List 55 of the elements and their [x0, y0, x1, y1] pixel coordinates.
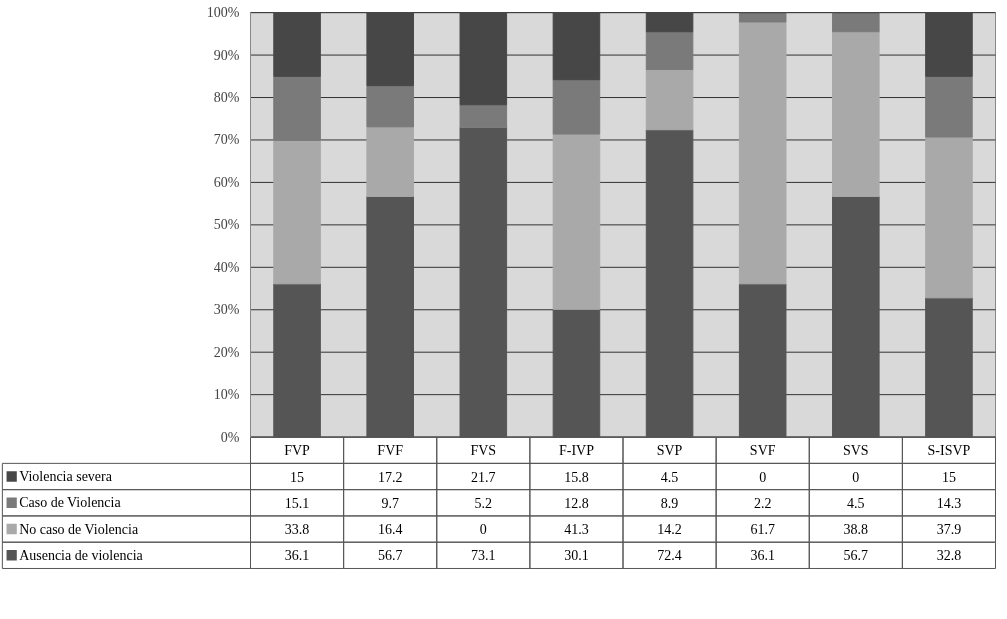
y-tick-label: 50% — [213, 217, 240, 233]
data-label: 8.9 — [660, 495, 679, 511]
x-tick-label: SVS — [842, 442, 869, 458]
y-tick-label: 100% — [206, 5, 240, 21]
data-label: 15.1 — [284, 495, 310, 511]
data-label: 17.2 — [377, 469, 403, 485]
data-label: 4.5 — [847, 495, 865, 511]
data-label: 38.8 — [843, 522, 869, 538]
data-label: 9.7 — [381, 495, 399, 511]
x-tick-label: FVS — [470, 442, 497, 458]
y-tick-label: 10% — [213, 387, 240, 403]
data-label: 0 — [479, 522, 487, 538]
data-label: 14.2 — [657, 522, 682, 538]
y-tick-label: 60% — [213, 174, 240, 190]
data-label: 2.2 — [753, 495, 772, 511]
x-tick-label: F-IVP — [558, 442, 595, 458]
data-label: 36.1 — [284, 548, 310, 564]
data-label: 15 — [941, 469, 956, 485]
legend-label: No caso de Violencia — [19, 521, 139, 537]
data-label: 33.8 — [284, 522, 310, 538]
y-tick-label: 40% — [213, 259, 240, 275]
data-label: 72.4 — [657, 548, 682, 564]
x-tick-label: FVF — [377, 442, 404, 458]
y-tick-label: 70% — [213, 132, 240, 148]
data-label: 21.7 — [471, 469, 496, 485]
x-tick-label: SVF — [749, 442, 776, 458]
data-label: 56.7 — [843, 548, 869, 564]
y-tick-label: 80% — [213, 90, 240, 106]
data-label: 61.7 — [750, 522, 775, 538]
y-tick-label: 30% — [213, 302, 240, 318]
y-tick-label: 0% — [220, 429, 240, 445]
y-tick-label: 20% — [213, 344, 240, 360]
legend-label: Caso de Violencia — [19, 495, 122, 511]
data-label: 37.9 — [936, 522, 962, 538]
data-label: 41.3 — [564, 522, 589, 538]
data-label: 0 — [852, 469, 860, 485]
x-tick-label: FVP — [284, 442, 311, 458]
data-label: 36.1 — [750, 548, 775, 564]
data-label: 5.2 — [474, 495, 493, 511]
legend-label: Ausencia de violencia — [19, 547, 144, 563]
x-tick-label: SVP — [656, 442, 683, 458]
data-label: 15.8 — [564, 469, 589, 485]
data-label: 12.8 — [564, 495, 589, 511]
data-label: 14.3 — [936, 495, 962, 511]
data-label: 73.1 — [471, 548, 496, 564]
data-label: 32.8 — [936, 548, 962, 564]
data-label: 15 — [290, 469, 305, 485]
y-tick-label: 90% — [213, 47, 240, 63]
x-tick-label: S-ISVP — [927, 442, 971, 458]
data-label: 30.1 — [564, 548, 589, 564]
data-label: 16.4 — [377, 522, 403, 538]
legend-label: Violencia severa — [19, 469, 113, 485]
data-label: 0 — [759, 469, 767, 485]
data-label: 4.5 — [660, 469, 679, 485]
data-label: 56.7 — [377, 548, 403, 564]
